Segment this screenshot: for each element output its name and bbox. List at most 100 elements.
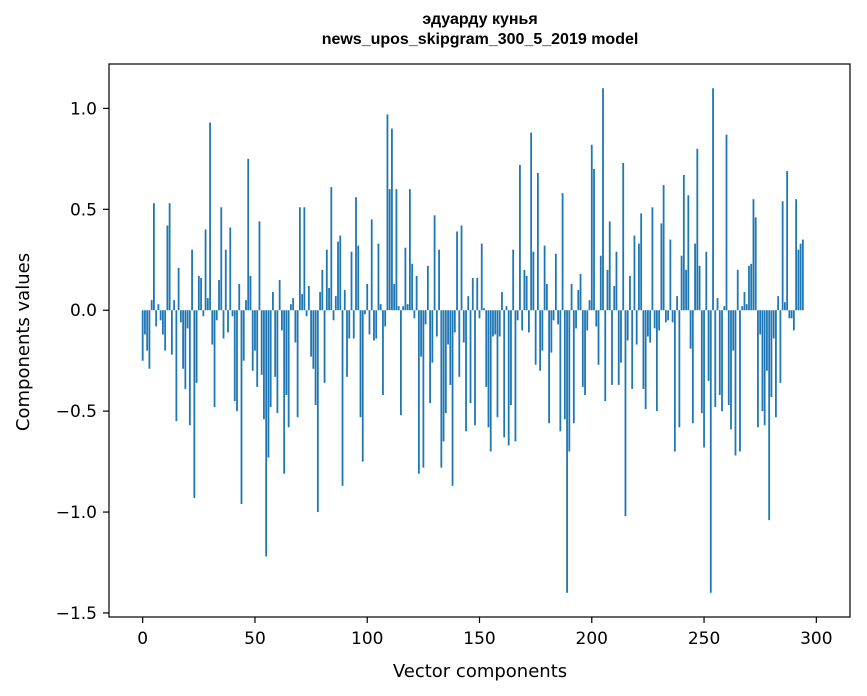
bar: [350, 251, 353, 311]
y-axis-label: Components values: [13, 253, 34, 431]
bar: [218, 279, 220, 311]
bar: [442, 310, 445, 442]
bar: [287, 310, 290, 428]
bar: [743, 292, 746, 311]
bar: [366, 283, 369, 311]
bar: [440, 310, 443, 468]
bar: [278, 279, 281, 311]
bar: [781, 201, 784, 311]
bar: [568, 310, 571, 452]
bar: [231, 310, 234, 317]
bar: [224, 249, 227, 311]
bar: [240, 310, 243, 504]
bar: [420, 310, 423, 357]
bar: [575, 310, 577, 329]
bar: [801, 239, 804, 311]
x-axis: 0 50 100 150 200 250 300: [137, 617, 833, 649]
bar: [485, 310, 488, 387]
bar: [505, 306, 508, 311]
bar: [348, 310, 351, 339]
bar: [312, 310, 315, 369]
bar: [716, 298, 719, 311]
bar: [382, 310, 384, 395]
bar: [516, 310, 519, 321]
bar: [357, 245, 360, 311]
bar: [397, 306, 400, 311]
bar: [465, 310, 467, 432]
bar: [577, 290, 580, 311]
bar: [739, 310, 741, 452]
bar: [579, 273, 582, 311]
bar: [263, 310, 265, 420]
bar: [184, 310, 187, 389]
x-tick-label: 250: [688, 629, 720, 649]
bar: [328, 288, 330, 311]
bar: [687, 195, 690, 311]
bar: [319, 292, 321, 311]
bar: [458, 310, 461, 377]
bar: [543, 245, 546, 311]
bar: [655, 310, 658, 412]
bar: [161, 310, 164, 335]
bar: [238, 283, 241, 311]
bar: [341, 310, 344, 486]
bar: [696, 148, 699, 311]
bar: [352, 310, 355, 339]
bar: [521, 310, 524, 331]
bar: [188, 310, 191, 426]
bar: [622, 162, 625, 311]
bar: [274, 310, 277, 377]
bar: [361, 310, 364, 462]
bar: [323, 310, 326, 383]
bars-group: [141, 88, 804, 593]
bar: [375, 310, 378, 339]
bar: [215, 310, 218, 321]
bar: [179, 310, 182, 323]
bar: [334, 296, 337, 311]
bar: [651, 207, 654, 311]
bar: [714, 310, 717, 408]
bar: [289, 304, 292, 311]
bar: [588, 300, 591, 311]
bar: [150, 300, 153, 311]
bar: [364, 310, 366, 315]
bar: [593, 168, 595, 311]
bar: [642, 310, 645, 389]
y-tick-label: 1.0: [70, 99, 97, 119]
bar: [411, 263, 414, 311]
bar: [339, 235, 342, 311]
bar: [254, 310, 256, 351]
bar: [480, 243, 483, 311]
bar: [595, 310, 598, 327]
bar: [182, 310, 184, 369]
bar: [258, 221, 261, 311]
bar: [626, 310, 629, 341]
bar: [561, 193, 564, 311]
bar: [629, 275, 631, 311]
bar: [227, 310, 229, 333]
bar: [197, 275, 200, 311]
bar: [269, 310, 272, 408]
bar: [346, 310, 348, 377]
bar: [779, 310, 782, 383]
bar: [359, 310, 362, 418]
bar: [790, 310, 793, 319]
bar: [631, 310, 634, 389]
bar: [685, 269, 687, 311]
bar: [267, 310, 270, 458]
bar: [673, 310, 676, 452]
bar: [570, 283, 573, 311]
bar: [745, 304, 748, 311]
bar: [424, 310, 427, 325]
bar: [606, 269, 609, 311]
bar: [617, 310, 620, 385]
bar: [170, 310, 173, 355]
bar: [689, 310, 692, 349]
bar: [528, 310, 530, 333]
bar: [525, 275, 528, 311]
bar: [213, 310, 216, 408]
bar: [512, 249, 515, 311]
bar: [608, 221, 611, 311]
bar: [792, 310, 795, 331]
